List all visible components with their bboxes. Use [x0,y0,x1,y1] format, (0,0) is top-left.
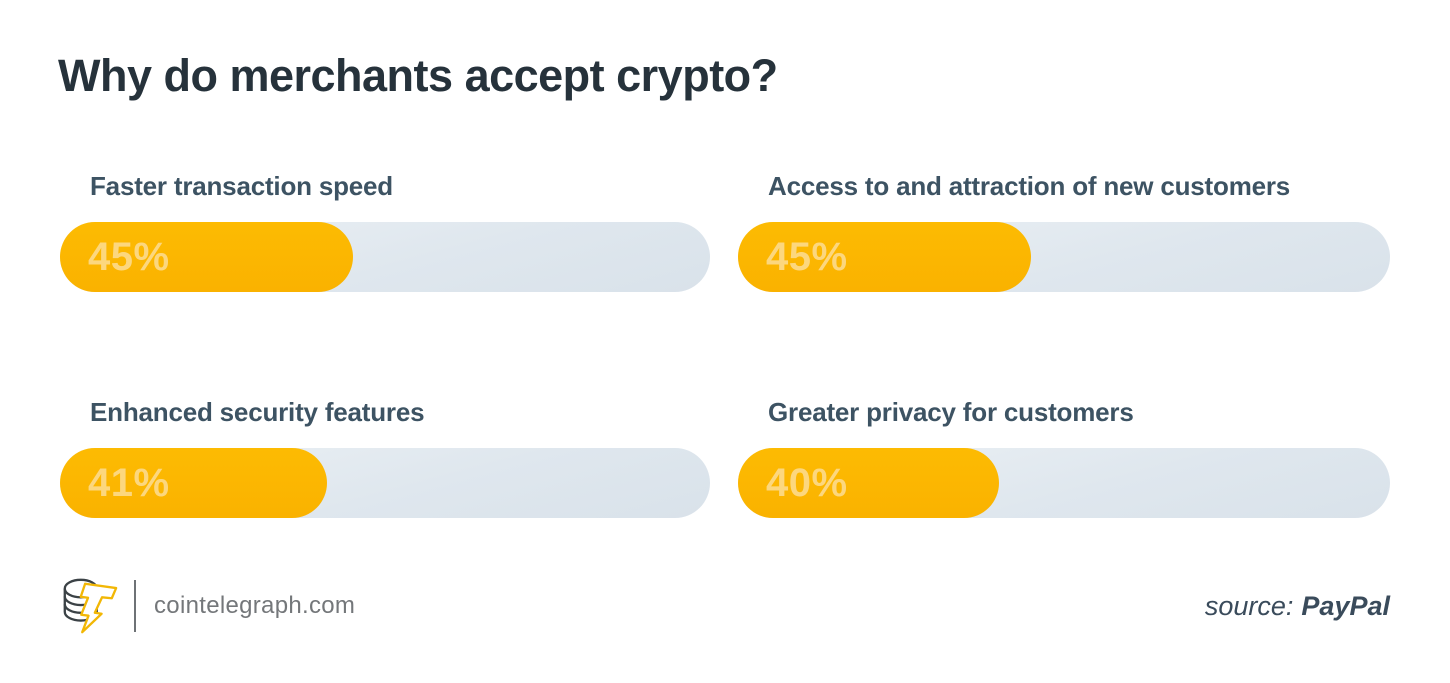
bar-value: 41% [88,460,170,505]
cointelegraph-logo-icon [63,578,118,634]
bar-value: 45% [88,234,170,279]
source-value: PayPal [1301,590,1390,621]
bar-fill: 45% [738,222,1032,292]
page-title: Why do merchants accept crypto? [58,50,778,101]
bar-label: Access to and attraction of new customer… [768,171,1291,201]
bar-label: Faster transaction speed [90,171,393,201]
bar-track: 45% [738,222,1390,292]
bar-label: Enhanced security features [90,397,425,427]
bar-item-greater-privacy: Greater privacy for customers 40% [738,396,1390,518]
source-label: source: [1204,590,1294,621]
bar-item-faster-transaction-speed: Faster transaction speed 45% [60,170,710,292]
bar-fill: 45% [60,222,353,292]
bar-value: 40% [766,460,848,505]
brand: cointelegraph.com [58,575,355,637]
source-attribution: source: PayPal [1205,591,1390,622]
bar-fill: 41% [60,448,327,518]
brand-divider [134,580,136,632]
bar-item-enhanced-security: Enhanced security features 41% [60,396,710,518]
bar-grid: Faster transaction speed 45% Access to a… [60,170,1390,518]
bar-fill: 40% [738,448,999,518]
brand-name: cointelegraph.com [154,592,356,619]
bar-track: 40% [738,448,1390,518]
bar-value: 45% [766,234,848,279]
bar-item-new-customers: Access to and attraction of new customer… [738,170,1390,292]
bar-label: Greater privacy for customers [768,397,1134,427]
bar-track: 45% [60,222,710,292]
footer: cointelegraph.com source: PayPal [58,575,1390,637]
bar-track: 41% [60,448,710,518]
